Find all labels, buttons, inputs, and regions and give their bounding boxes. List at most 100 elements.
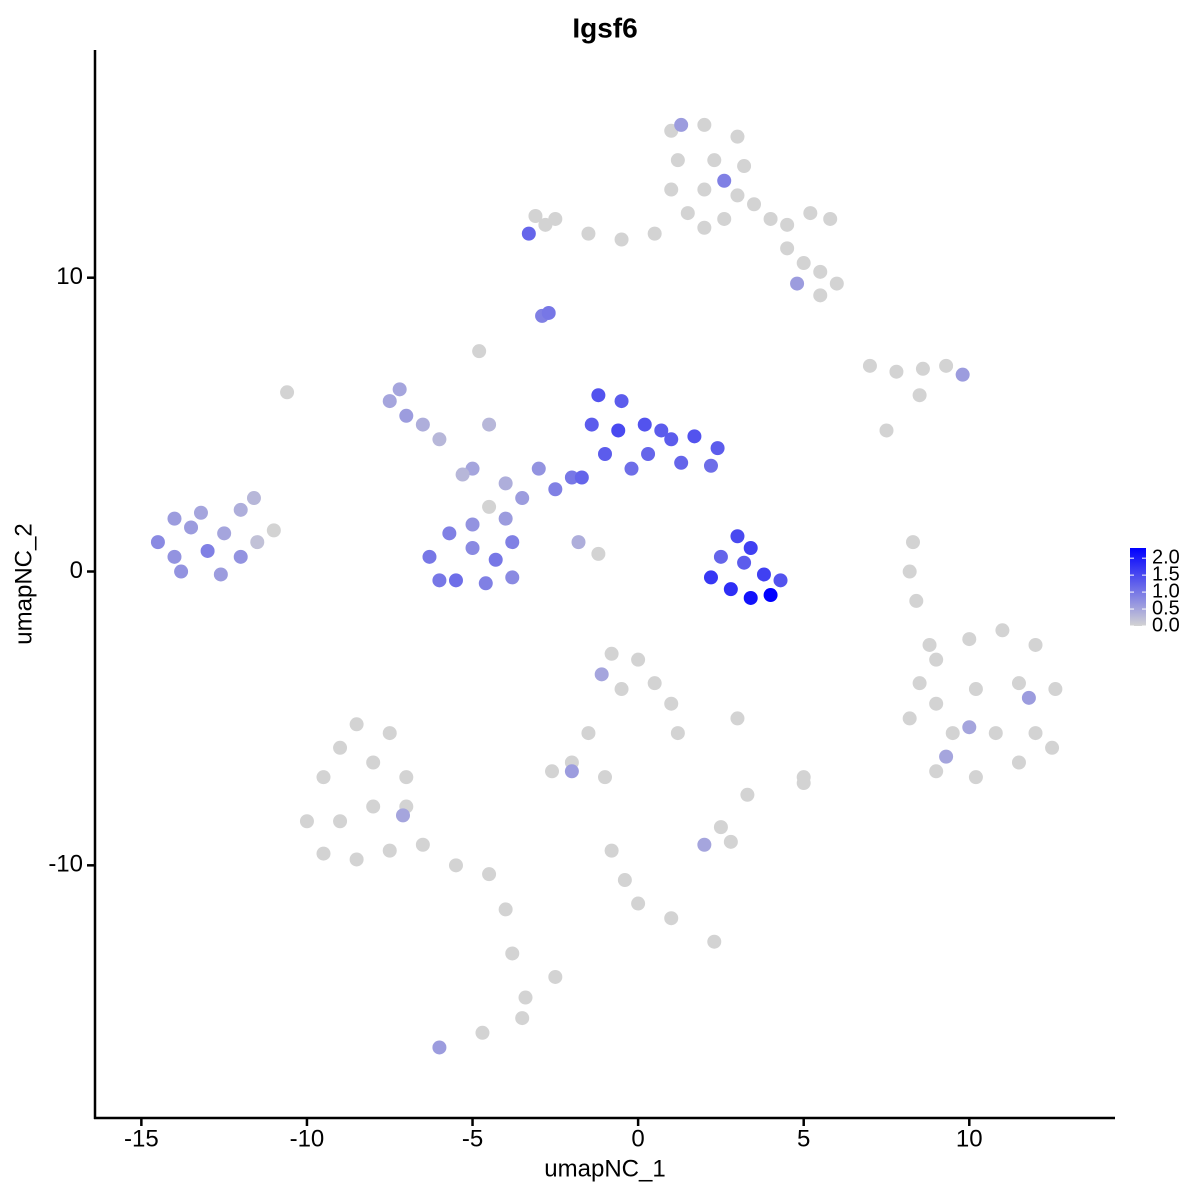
- point: [939, 358, 954, 373]
- point: [763, 588, 778, 603]
- point: [723, 834, 738, 849]
- point: [167, 549, 182, 564]
- point: [591, 546, 606, 561]
- point: [717, 211, 732, 226]
- x-tick-label: -15: [124, 1125, 159, 1152]
- colorbar-tick-label: 0.5: [1152, 597, 1180, 619]
- y-tick-label: -10: [48, 851, 83, 878]
- point: [773, 573, 788, 588]
- point: [988, 726, 1003, 741]
- point: [498, 511, 513, 526]
- point: [174, 564, 189, 579]
- point: [624, 461, 639, 476]
- point: [200, 543, 215, 558]
- point: [591, 388, 606, 403]
- point: [968, 770, 983, 785]
- point: [617, 873, 632, 888]
- point: [912, 388, 927, 403]
- point: [611, 423, 626, 438]
- point: [647, 676, 662, 691]
- point: [647, 226, 662, 241]
- point: [697, 837, 712, 852]
- point: [929, 652, 944, 667]
- point: [637, 417, 652, 432]
- point: [316, 846, 331, 861]
- point: [415, 417, 430, 432]
- point: [763, 211, 778, 226]
- point: [598, 446, 612, 461]
- point: [432, 432, 447, 447]
- point: [246, 491, 261, 506]
- point: [790, 276, 805, 291]
- point: [756, 567, 771, 582]
- point: [150, 535, 165, 550]
- point: [614, 232, 629, 247]
- point: [465, 541, 480, 556]
- y-tick-label: 10: [56, 263, 83, 290]
- point: [1028, 726, 1043, 741]
- point: [541, 305, 556, 320]
- point: [422, 549, 437, 564]
- point: [515, 491, 530, 506]
- point: [382, 843, 397, 858]
- point: [488, 552, 503, 567]
- point: [382, 394, 397, 409]
- point: [395, 808, 410, 823]
- point: [1021, 690, 1036, 705]
- point: [518, 990, 533, 1005]
- point: [498, 902, 513, 917]
- colorbar-tick-label: 1.0: [1152, 580, 1180, 602]
- point: [581, 226, 596, 241]
- point: [280, 385, 295, 400]
- point: [902, 564, 917, 579]
- point: [829, 276, 844, 291]
- point: [399, 408, 414, 423]
- point: [382, 726, 397, 741]
- point: [399, 770, 414, 785]
- point: [730, 529, 745, 544]
- point: [703, 458, 718, 473]
- point: [707, 153, 722, 168]
- point: [747, 197, 762, 212]
- point: [955, 367, 970, 382]
- point: [349, 717, 364, 732]
- point: [505, 535, 520, 550]
- point: [455, 467, 470, 482]
- point: [743, 590, 758, 605]
- point: [614, 394, 629, 409]
- point: [515, 1011, 530, 1026]
- point: [713, 549, 728, 564]
- point: [505, 946, 520, 961]
- point: [674, 117, 689, 132]
- colorbar-tick-label: 1.5: [1152, 563, 1180, 585]
- point: [968, 682, 983, 697]
- point: [1048, 682, 1063, 697]
- point: [697, 182, 712, 197]
- point: [664, 182, 679, 197]
- point: [465, 517, 480, 532]
- point: [889, 364, 904, 379]
- point: [448, 573, 463, 588]
- point: [505, 570, 520, 585]
- point: [674, 455, 689, 470]
- point: [432, 573, 447, 588]
- point: [349, 852, 364, 867]
- point: [945, 726, 960, 741]
- colorbar-tick-label: 2.0: [1152, 546, 1180, 568]
- point: [723, 582, 738, 597]
- point: [680, 206, 695, 221]
- point: [929, 696, 944, 711]
- point: [670, 726, 685, 741]
- point: [482, 417, 497, 432]
- point: [564, 764, 579, 779]
- point: [213, 567, 228, 582]
- point: [442, 526, 457, 541]
- point: [929, 764, 944, 779]
- point: [333, 740, 348, 755]
- point: [995, 623, 1010, 638]
- point: [531, 461, 546, 476]
- chart-title: Igsf6: [572, 12, 637, 43]
- point: [813, 264, 828, 279]
- x-axis-label: umapNC_1: [544, 1155, 665, 1182]
